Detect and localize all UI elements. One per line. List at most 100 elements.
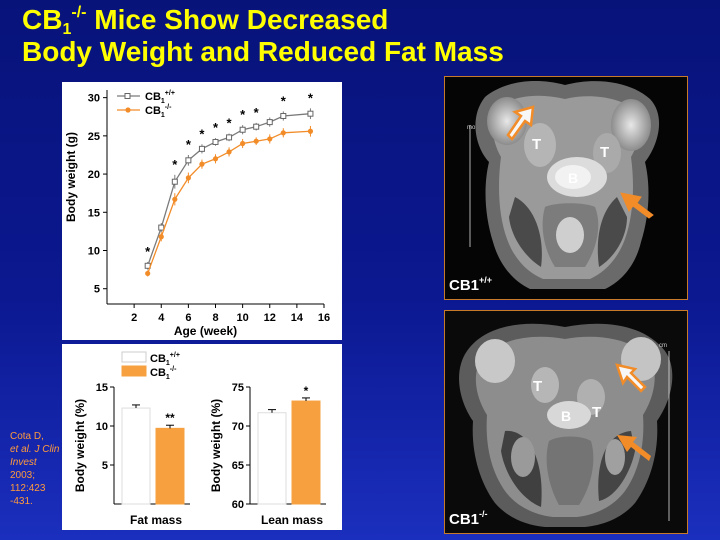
data-point bbox=[267, 136, 273, 142]
data-point bbox=[171, 178, 178, 185]
significance-star: * bbox=[281, 93, 287, 108]
mri-knockout-label-sup: -/- bbox=[479, 509, 488, 519]
body-weight-chart-panel: 5 10 15 20 25 30 2 4 6 8 10 12 14 16 Age (week) Body we… bbox=[62, 82, 342, 340]
marker-b: B bbox=[561, 408, 571, 424]
y-axis-label: Body weight (%) bbox=[73, 399, 87, 492]
title-subscript: 1 bbox=[62, 21, 72, 38]
data-point bbox=[280, 112, 287, 119]
significance-star: * bbox=[199, 126, 205, 141]
x-axis-label: Age (week) bbox=[174, 324, 237, 338]
x-tick-label: 2 bbox=[131, 312, 137, 324]
significance-star: * bbox=[186, 137, 192, 152]
bar bbox=[291, 400, 321, 505]
y-axis-label: Body weight (%) bbox=[209, 399, 223, 492]
title-line-1: CB1-/- Mice Show Decreased bbox=[22, 4, 712, 38]
significance-star: * bbox=[172, 157, 178, 172]
mri-wildtype-label-text: CB1 bbox=[449, 277, 480, 294]
arrow-icon bbox=[620, 192, 654, 219]
citation-authors: Cota D, bbox=[10, 431, 44, 442]
arrow-icon bbox=[617, 435, 651, 461]
body-weight-line-chart: 5 10 15 20 25 30 2 4 6 8 10 12 14 16 Age (week) Body we… bbox=[64, 90, 330, 338]
marker-b: B bbox=[568, 170, 578, 186]
data-point bbox=[198, 145, 205, 152]
citation-journal: et al. J Clin Invest bbox=[10, 444, 60, 468]
marker-t-1: T bbox=[532, 136, 541, 153]
mri-image-knockout: T T B cm CB1-/- bbox=[444, 310, 688, 534]
legend-label: CB1-/- bbox=[145, 104, 172, 119]
citation-year: 2003; bbox=[10, 470, 36, 481]
scale-label: mo bbox=[467, 125, 476, 131]
arrow-icon bbox=[506, 105, 535, 141]
data-point bbox=[172, 196, 178, 202]
x-tick-label: 6 bbox=[185, 312, 191, 324]
y-tick-label: 60 bbox=[232, 499, 244, 511]
data-point bbox=[226, 134, 233, 141]
y-tick-label: 30 bbox=[88, 93, 100, 105]
title-line-2: Body Weight and Reduced Fat Mass bbox=[22, 36, 504, 67]
y-tick-label: 5 bbox=[94, 284, 100, 296]
legend-label: CB1+/+ bbox=[150, 352, 180, 367]
marker-t-2: T bbox=[592, 404, 601, 421]
significance-star: * bbox=[145, 244, 151, 259]
significance-star: * bbox=[213, 120, 219, 135]
bar bbox=[155, 427, 185, 505]
legend-swatch bbox=[121, 365, 147, 377]
data-point bbox=[253, 138, 259, 144]
data-point bbox=[145, 270, 151, 277]
body-composition-chart-panel: CB1+/+ CB1-/- 5 10 15 ** Fat mass Body weight … bbox=[62, 344, 342, 530]
citation-pages-2: -431. bbox=[10, 496, 33, 507]
y-tick-label: 70 bbox=[232, 421, 244, 433]
arrow-icon bbox=[615, 363, 647, 393]
data-point bbox=[253, 123, 260, 130]
x-tick-label: 12 bbox=[264, 312, 276, 324]
mri-knockout-picture: T T B cm bbox=[459, 323, 673, 527]
x-axis-label: Fat mass bbox=[130, 513, 182, 527]
significance-star: * bbox=[304, 384, 309, 398]
significance-star: * bbox=[227, 116, 233, 131]
x-tick-label: 14 bbox=[291, 312, 304, 324]
mri-knockout-label: CB1-/- bbox=[449, 509, 488, 529]
significance-star: ** bbox=[165, 411, 175, 425]
legend-label: CB1+/+ bbox=[145, 90, 175, 105]
title-text: CB bbox=[22, 4, 63, 35]
data-point bbox=[212, 156, 219, 162]
y-tick-label: 10 bbox=[96, 421, 108, 433]
body-composition-bar-charts: CB1+/+CB1-/- 5 10 15 ** Fat mass Body weight … bbox=[73, 351, 326, 527]
data-point bbox=[240, 140, 246, 147]
legend-swatch bbox=[121, 351, 147, 363]
citation: Cota D, et al. J Clin Invest 2003; 112:4… bbox=[10, 430, 60, 508]
y-tick-label: 15 bbox=[88, 207, 100, 219]
data-point bbox=[185, 175, 191, 181]
mri-wildtype-label: CB1+/+ bbox=[449, 276, 492, 295]
legend-marker bbox=[124, 93, 131, 99]
y-tick-label: 10 bbox=[88, 246, 100, 258]
citation-pages-1: 112:423 bbox=[10, 483, 46, 494]
x-tick-label: 10 bbox=[237, 312, 249, 324]
mri-image-wildtype: T T B mo CB1+/+ bbox=[444, 76, 688, 300]
scale-label: cm bbox=[659, 343, 667, 349]
data-point bbox=[158, 234, 164, 240]
x-tick-label: 4 bbox=[158, 312, 165, 324]
data-point bbox=[307, 110, 314, 117]
x-axis-label: Lean mass bbox=[261, 513, 323, 527]
y-tick-label: 15 bbox=[96, 382, 108, 394]
x-tick-label: 16 bbox=[318, 312, 330, 324]
bar bbox=[121, 407, 151, 505]
x-tick-label: 8 bbox=[212, 312, 218, 324]
title-text-rest: Mice Show Decreased bbox=[86, 4, 389, 35]
legend-label: CB1-/- bbox=[150, 366, 177, 381]
significance-star: * bbox=[240, 107, 246, 122]
significance-star: * bbox=[254, 105, 260, 120]
marker-t-2: T bbox=[600, 144, 609, 161]
y-tick-label: 25 bbox=[88, 131, 100, 143]
marker-t-1: T bbox=[533, 378, 542, 395]
y-tick-label: 5 bbox=[102, 460, 108, 472]
mri-wildtype-picture: T T B mo bbox=[467, 81, 660, 289]
data-point bbox=[212, 138, 219, 145]
legend-marker bbox=[125, 107, 131, 113]
data-point bbox=[185, 157, 192, 164]
y-tick-label: 65 bbox=[232, 460, 244, 472]
data-point bbox=[226, 149, 232, 155]
data-point bbox=[307, 128, 314, 134]
data-point bbox=[239, 126, 246, 133]
